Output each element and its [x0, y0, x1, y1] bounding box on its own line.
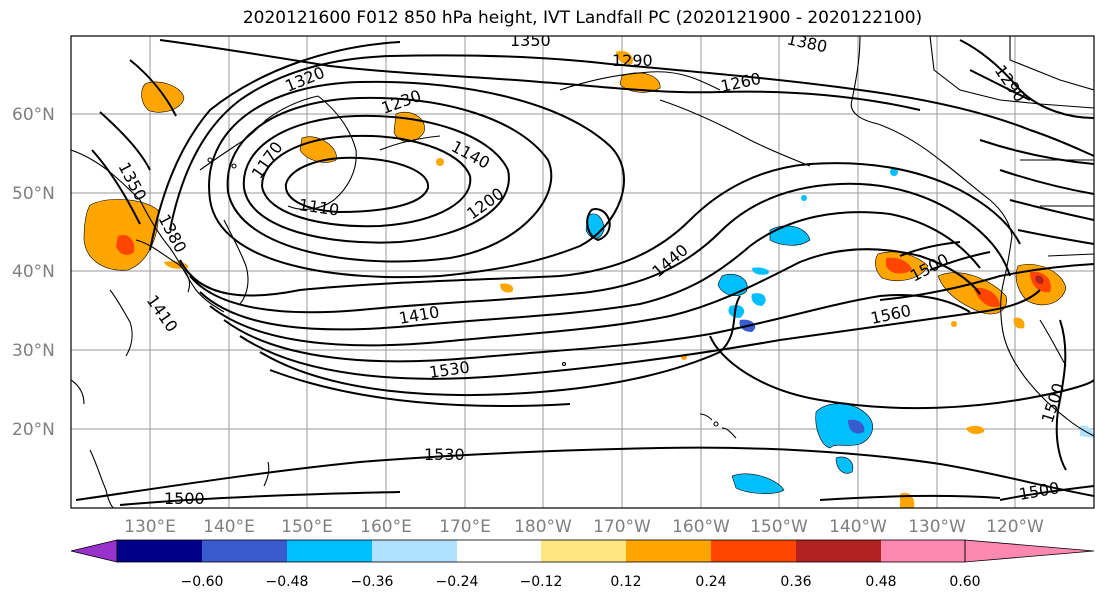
- colorbar-segment: [202, 540, 287, 562]
- longitude-labels: 130°E 140°E 150°E 160°E 170°E 180°W 170°…: [124, 517, 1044, 537]
- lon-label: 180°W: [514, 517, 572, 537]
- colorbar-tick-label: −0.36: [351, 574, 394, 590]
- lon-label: 170°W: [593, 517, 651, 537]
- colorbar-extend-low: [70, 539, 118, 563]
- colorbar-segment: [457, 540, 541, 562]
- colorbar-tick-label: 0.12: [610, 574, 641, 590]
- chart-title: 2020121600 F012 850 hPa height, IVT Land…: [242, 8, 923, 28]
- colorbar-tick-label: −0.12: [520, 574, 563, 590]
- colorbar-outline: [116, 539, 966, 563]
- colorbar: −0.60 −0.48 −0.36 −0.24 −0.12 0.12 0.24 …: [70, 539, 1095, 590]
- lon-label: 140°E: [203, 517, 255, 537]
- lon-label: 130°E: [124, 517, 176, 537]
- colorbar-segment: [372, 540, 457, 562]
- colorbar-tick-label: 0.48: [865, 574, 896, 590]
- lon-label: 160°W: [672, 517, 730, 537]
- colorbar-segment: [711, 540, 796, 562]
- colorbar-segment: [541, 540, 626, 562]
- colorbar-tick-label: −0.24: [436, 574, 479, 590]
- colorbar-tick-label: 0.36: [780, 574, 811, 590]
- contour-label: 1500: [164, 489, 205, 508]
- map-frame: [70, 35, 1095, 509]
- colorbar-tick-label: −0.60: [181, 574, 224, 590]
- latitude-labels: 60°N 50°N 40°N 30°N 20°N: [12, 105, 55, 440]
- lat-label: 20°N: [12, 420, 55, 440]
- lat-label: 30°N: [12, 341, 55, 361]
- contour-label: 1530: [424, 445, 465, 464]
- height-contours: [75, 39, 1094, 506]
- colorbar-segment: [881, 540, 965, 562]
- lat-label: 60°N: [12, 105, 55, 125]
- colorbar-tick-label: 0.60: [949, 574, 980, 590]
- lat-label: 50°N: [12, 184, 55, 204]
- lon-label: 120°W: [986, 517, 1044, 537]
- contour-label: 1290: [612, 51, 653, 70]
- graticule: [71, 36, 1094, 508]
- lat-label: 40°N: [12, 262, 55, 282]
- colorbar-extend-high: [964, 539, 1095, 563]
- lon-label: 150°E: [281, 517, 333, 537]
- lon-label: 130°W: [908, 517, 966, 537]
- contour-label: 1350: [510, 31, 551, 50]
- lon-label: 170°E: [439, 517, 491, 537]
- ivt-positive-shading: [83, 50, 1067, 508]
- colorbar-segment: [117, 540, 202, 562]
- lon-label: 160°E: [360, 517, 412, 537]
- colorbar-tick-label: −0.48: [266, 574, 309, 590]
- colorbar-tick-label: 0.24: [695, 574, 726, 590]
- colorbar-segment: [796, 540, 881, 562]
- colorbar-segment: [287, 540, 372, 562]
- lon-label: 150°W: [750, 517, 808, 537]
- colorbar-segment: [626, 540, 711, 562]
- ivt-negative-shading: [585, 168, 1094, 494]
- lon-label: 140°W: [829, 517, 887, 537]
